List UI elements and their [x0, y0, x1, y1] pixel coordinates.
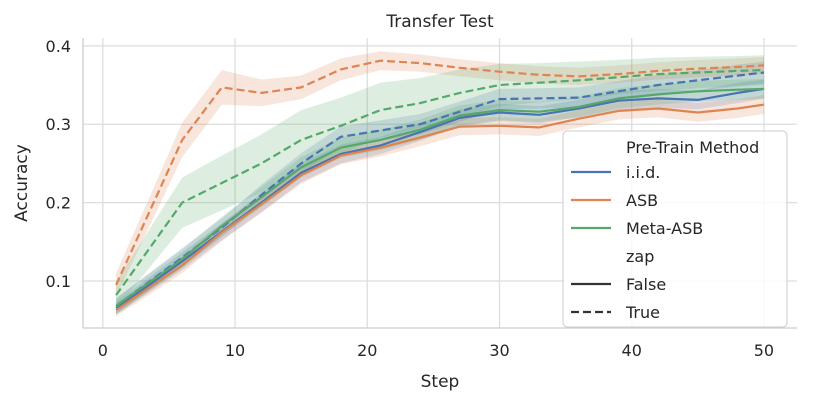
- line-meta-asb-zap-false: [115, 87, 764, 307]
- chart-title: Transfer Test: [385, 12, 494, 32]
- legend-label-false: False: [626, 275, 666, 294]
- x-tick-labels: 0 10 20 30 40 50: [98, 341, 774, 360]
- y-tick-label: 0.4: [46, 37, 71, 56]
- axes-spines: [82, 38, 797, 329]
- line-asb-zap-false: [115, 103, 765, 311]
- y-axis-title: Accuracy: [12, 144, 32, 222]
- series-lines: [115, 59, 765, 311]
- legend-entry-true: True: [571, 303, 660, 322]
- band-i-i-d-zap-false: [116, 79, 764, 315]
- x-tick-label: 20: [357, 341, 377, 360]
- band-meta-asb-zap-true: [116, 55, 764, 309]
- legend-label-asb: ASB: [626, 191, 658, 210]
- x-tick-label: 30: [489, 341, 509, 360]
- y-tick-labels: 0.1 0.2 0.3 0.4: [46, 37, 71, 291]
- band-asb-zap-true: [116, 51, 764, 297]
- y-tick-label: 0.3: [46, 115, 71, 134]
- x-axis-title: Step: [421, 372, 460, 392]
- legend-label-iid: i.i.d.: [626, 163, 660, 182]
- legend-label-true: True: [625, 303, 660, 322]
- band-asb-zap-false: [116, 95, 764, 317]
- legend: Pre-Train Method i.i.d. ASB Meta-ASB zap…: [562, 130, 788, 328]
- y-tick-label: 0.2: [46, 194, 71, 213]
- x-tick-label: 50: [754, 341, 774, 360]
- y-tick-label: 0.1: [46, 272, 71, 291]
- legend-entry-false: False: [571, 275, 666, 294]
- legend-entry-iid: i.i.d.: [571, 163, 660, 182]
- x-tick-label: 10: [225, 341, 245, 360]
- line-asb-zap-true: [115, 59, 764, 286]
- legend-hue-title: Pre-Train Method: [626, 138, 759, 157]
- x-tick-label: 0: [98, 341, 108, 360]
- legend-style-title: zap: [626, 247, 654, 266]
- legend-entry-asb: ASB: [571, 191, 658, 210]
- band-i-i-d-zap-true: [116, 61, 764, 314]
- x-tick-label: 40: [622, 341, 642, 360]
- legend-label-meta-asb: Meta-ASB: [626, 219, 703, 238]
- legend-frame: [562, 130, 788, 328]
- legend-entry-meta-asb: Meta-ASB: [571, 219, 703, 238]
- line-meta-asb-zap-true: [115, 69, 764, 296]
- line-i-i-d-zap-true: [115, 71, 765, 307]
